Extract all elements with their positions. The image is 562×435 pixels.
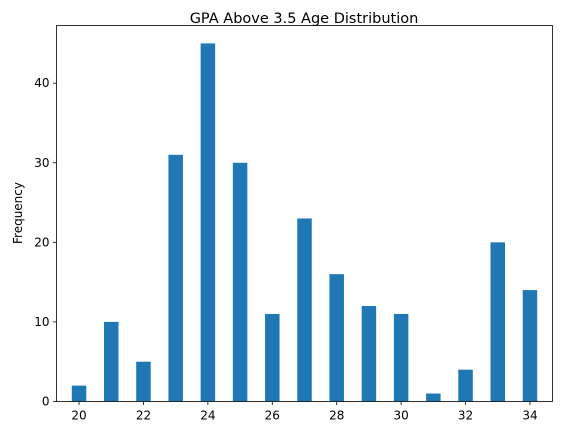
y-tick-label: 10 [34, 315, 49, 329]
x-axis: 20 22 24 26 28 30 32 34 [71, 401, 538, 423]
plot-frame [56, 25, 553, 402]
bar-age-22 [136, 361, 151, 402]
y-tick-label: 30 [34, 156, 49, 170]
x-tick-label: 22 [136, 409, 151, 423]
x-tick-label: 26 [265, 409, 280, 423]
x-tick-label: 30 [393, 409, 408, 423]
x-tick-label: 20 [71, 409, 86, 423]
bars [71, 43, 538, 402]
bar-age-24 [200, 43, 216, 402]
bar-age-20 [71, 385, 87, 402]
y-axis-title: Frequency [11, 182, 25, 244]
y-tick-label: 40 [34, 76, 49, 90]
y-tick-label: 20 [34, 235, 49, 249]
bar-age-27 [297, 218, 312, 402]
bar-age-33 [490, 242, 505, 402]
x-tick-label: 32 [458, 409, 473, 423]
x-tick-label: 34 [522, 409, 537, 423]
chart-title: GPA Above 3.5 Age Distribution [190, 11, 419, 27]
bar-age-29 [361, 306, 377, 402]
x-tick-label: 24 [200, 409, 215, 423]
x-tick-label: 28 [329, 409, 344, 423]
bar-age-32 [458, 369, 473, 402]
y-tick-label: 0 [42, 395, 50, 409]
bar-age-31 [426, 393, 441, 402]
bar-age-25 [232, 162, 248, 402]
bar-age-21 [104, 321, 119, 402]
bar-age-34 [522, 290, 538, 402]
bar-age-30 [393, 313, 409, 402]
bar-age-23 [168, 154, 183, 402]
bar-age-26 [265, 313, 280, 402]
y-axis: 0 10 20 30 40 [34, 76, 57, 409]
bar-age-28 [329, 274, 344, 402]
